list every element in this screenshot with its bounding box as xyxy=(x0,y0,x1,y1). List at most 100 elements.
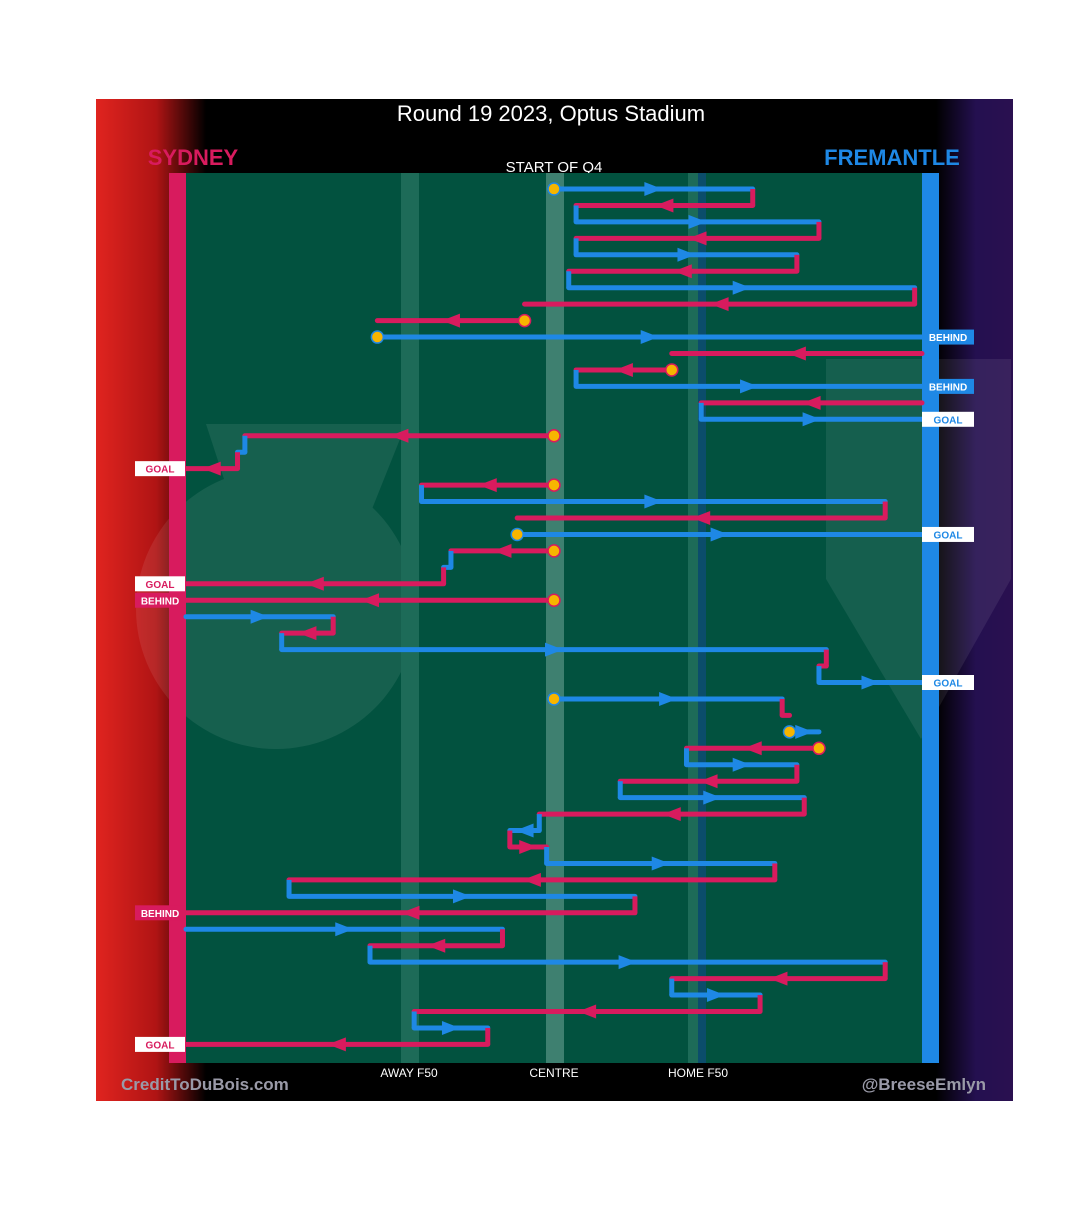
chain-arrow-home xyxy=(732,280,751,295)
chain-arrow-away xyxy=(787,346,806,361)
chain-arrow-home xyxy=(453,889,471,904)
event-badge-behind xyxy=(135,905,185,921)
event-badge-label: BEHIND xyxy=(141,909,179,920)
chain-arrow-away xyxy=(305,576,324,591)
chain-arrow-home xyxy=(706,988,725,1003)
chain-arrow-away xyxy=(710,297,729,312)
ball-marker xyxy=(782,725,797,739)
chain-arrow-away xyxy=(578,1004,597,1019)
chain-arrow-home xyxy=(795,724,814,739)
chain-chart: Round 19 2023, Optus Stadium SYDNEY FREM… xyxy=(121,101,1011,1094)
event-badge-goal xyxy=(135,461,185,477)
home-f50-band xyxy=(688,173,700,1063)
ball-marker xyxy=(547,692,561,706)
footer-handle: @BreeseEmlyn xyxy=(862,1075,986,1094)
chain-arrow-away xyxy=(688,231,707,246)
chain-arrow-away xyxy=(522,872,541,887)
team-home-label: FREMANTLE xyxy=(824,145,960,170)
ball-marker xyxy=(547,182,561,196)
event-badge-label: BEHIND xyxy=(929,382,967,393)
chain-arrow-away xyxy=(493,543,512,558)
chain-arrow-home xyxy=(740,379,759,394)
chain-arrow-away xyxy=(802,395,821,410)
chain-arrow-away xyxy=(478,478,497,493)
event-badge-behind xyxy=(135,592,185,608)
ball-marker xyxy=(510,527,524,542)
chain-arrow-home xyxy=(644,494,663,509)
chain-arrow-away xyxy=(390,428,409,443)
chain-arrow-away xyxy=(519,840,538,854)
chain-arrow-home xyxy=(659,691,678,706)
chain-arrow-away xyxy=(673,264,692,279)
chain-arrow-away xyxy=(298,626,317,641)
event-badge-goal xyxy=(135,1036,185,1052)
axis-label-centre: CENTRE xyxy=(529,1066,578,1080)
chain-arrow-away xyxy=(699,774,718,789)
chain-arrow-home xyxy=(688,214,707,229)
event-badge-label: GOAL xyxy=(146,1040,175,1051)
chain-lines xyxy=(183,182,925,1052)
chain-arrow-home xyxy=(545,642,563,657)
away-goal-post xyxy=(169,173,186,1063)
event-badge-label: GOAL xyxy=(934,530,963,541)
home-goal-post xyxy=(922,173,939,1063)
chain-arrow-home xyxy=(618,955,637,970)
ball-marker xyxy=(517,313,532,328)
event-badge-behind xyxy=(922,378,974,394)
centre-band xyxy=(546,173,564,1063)
event-badge-label: GOAL xyxy=(146,580,175,591)
event-labels: BEHIND BEHIND GOAL GOAL GOAL GOAL BEHIND GOAL BE… xyxy=(135,329,974,1052)
ball-marker xyxy=(370,330,385,344)
chain-arrow-away xyxy=(743,741,762,756)
ball-marker xyxy=(547,593,561,607)
event-badge-label: BEHIND xyxy=(929,333,967,344)
chain-arrow-away xyxy=(769,971,788,986)
chain-arrow-away xyxy=(614,362,633,377)
chain-arrow-home xyxy=(441,1020,460,1035)
chain-arrow-away xyxy=(202,461,221,476)
watermark xyxy=(136,359,1011,749)
chain-arrow-away xyxy=(361,593,379,608)
chain-arrow-away xyxy=(427,938,446,953)
event-badge-label: GOAL xyxy=(146,465,175,476)
chart-title: Round 19 2023, Optus Stadium xyxy=(397,101,705,126)
footer-credit: CreditToDuBois.com xyxy=(121,1075,289,1094)
chain-arrow-home xyxy=(335,922,354,937)
chain-arrow-away xyxy=(441,313,460,328)
event-badge-label: BEHIND xyxy=(141,596,179,607)
chain-arrow-away xyxy=(655,198,674,213)
ball-marker xyxy=(547,429,561,443)
ball-marker xyxy=(812,741,826,756)
chain-arrow-home xyxy=(651,856,670,871)
chain-arrow-away xyxy=(401,905,420,920)
chain-arrow-away xyxy=(327,1037,346,1052)
chain-arrow-home xyxy=(732,757,751,772)
event-badge-goal xyxy=(135,576,185,592)
event-badge-goal xyxy=(922,411,974,427)
event-badge-goal xyxy=(922,526,974,542)
chain-arrow-away xyxy=(692,511,711,525)
axis-label-home-f50: HOME F50 xyxy=(668,1066,728,1080)
ball-marker xyxy=(547,478,561,492)
chain-arrow-home xyxy=(644,182,663,196)
chain-arrow-home xyxy=(703,790,722,805)
chain-arrow-home xyxy=(640,330,659,345)
chain-arrow-home xyxy=(802,412,821,427)
event-badge-goal xyxy=(922,675,974,690)
chain-arrow-home xyxy=(861,675,880,690)
chain-arrow-home xyxy=(515,823,534,838)
home-f50-line xyxy=(698,173,706,1063)
chain-arrow-home xyxy=(710,527,729,542)
away-f50-band xyxy=(401,173,419,1063)
chart-frame: Round 19 2023, Optus Stadium SYDNEY FREM… xyxy=(96,99,1013,1101)
chain-arrow-home xyxy=(250,609,269,624)
ball-marker xyxy=(665,363,679,377)
chain-arrow-away xyxy=(662,807,681,822)
event-badge-label: GOAL xyxy=(934,679,963,690)
event-badge-label: GOAL xyxy=(934,415,963,426)
chain-arrow-home xyxy=(677,247,696,262)
period-label: START OF Q4 xyxy=(506,159,603,176)
ball-marker xyxy=(547,544,561,558)
axis-label-away-f50: AWAY F50 xyxy=(380,1066,438,1080)
event-badge-behind xyxy=(922,329,974,345)
